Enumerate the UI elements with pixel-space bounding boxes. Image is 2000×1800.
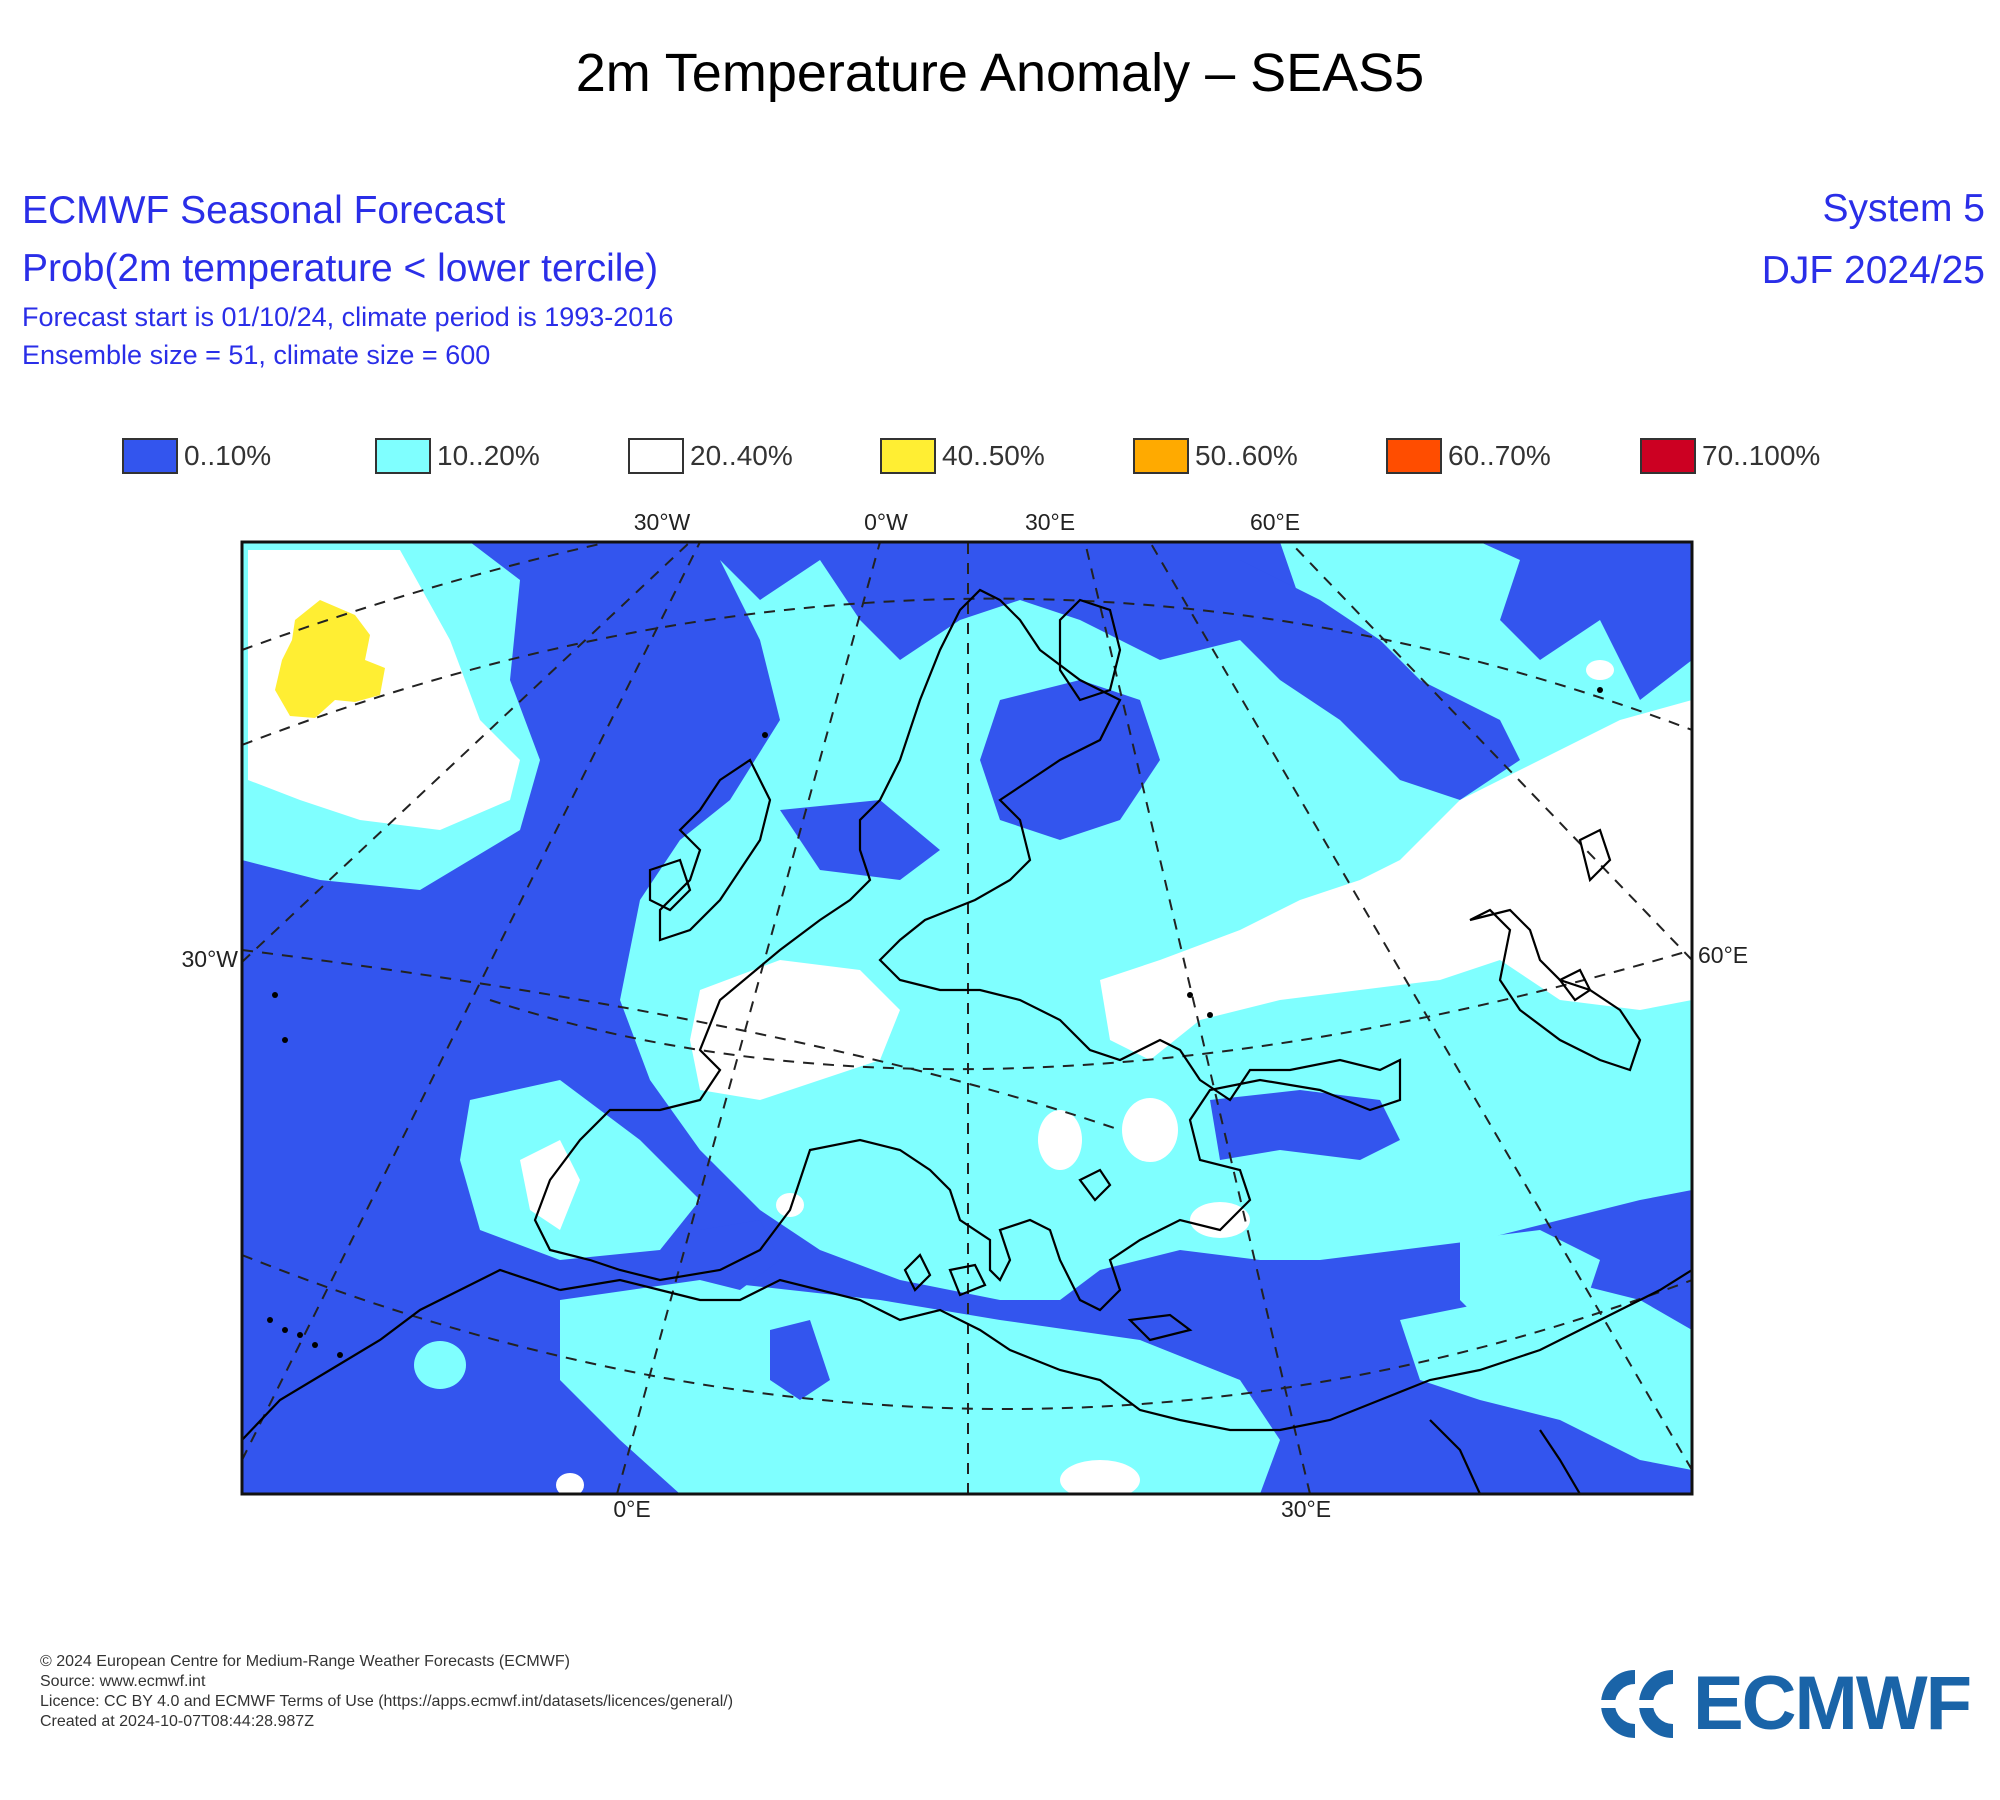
legend-label: 40..50% xyxy=(942,440,1045,471)
grid-label-top: 30°E xyxy=(1025,509,1075,535)
legend-swatch xyxy=(1386,438,1442,474)
legend-item: 40..50% xyxy=(880,434,1045,478)
grid-label-left: 30°W xyxy=(182,946,239,972)
legend-swatch xyxy=(122,438,178,474)
grid-label-top: 30°W xyxy=(634,509,691,535)
footer: © 2024 European Centre for Medium-Range … xyxy=(40,1652,733,1732)
legend-swatch xyxy=(880,438,936,474)
grid-label-top: 60°E xyxy=(1250,509,1300,535)
probability-field xyxy=(242,542,1692,1494)
legend-swatch xyxy=(628,438,684,474)
region-20-40 xyxy=(776,1193,804,1217)
region-0-10 xyxy=(1210,1090,1400,1160)
region-10-20 xyxy=(414,1341,466,1389)
legend-item: 60..70% xyxy=(1386,434,1551,478)
grid-label-bottom: 0°E xyxy=(613,1496,650,1522)
region-20-40 xyxy=(556,1473,584,1494)
legend-swatch xyxy=(375,438,431,474)
forecast-header: ECMWF Seasonal Forecast Prob(2m temperat… xyxy=(22,182,673,374)
region-0-10 xyxy=(700,1220,780,1290)
legend-label: 50..60% xyxy=(1195,440,1298,471)
region-10-20 xyxy=(460,1080,700,1260)
grid-label-bottom: 30°E xyxy=(1281,1496,1331,1522)
legend-item: 70..100% xyxy=(1640,434,1820,478)
region-20-40 xyxy=(1190,1202,1250,1238)
region-0-10 xyxy=(770,1320,830,1400)
ensemble-size: Ensemble size = 51, climate size = 600 xyxy=(22,340,491,370)
legend-label: 0..10% xyxy=(184,440,272,471)
graticule xyxy=(242,542,1692,1494)
region-20-40 xyxy=(1122,1098,1178,1162)
source-link[interactable]: Source: www.ecmwf.int xyxy=(40,1673,206,1690)
legend-item: 20..40% xyxy=(628,434,793,478)
forecast-start: Forecast start is 01/10/24, climate peri… xyxy=(22,302,674,332)
region-0-10 xyxy=(1240,560,1520,800)
licence-text: Licence: CC BY 4.0 and ECMWF Terms of Us… xyxy=(40,1693,734,1710)
region-20-40 xyxy=(520,1140,580,1230)
copyright-text: © 2024 European Centre for Medium-Range … xyxy=(40,1653,570,1670)
created-text: Created at 2024-10-07T08:44:28.987Z xyxy=(40,1713,314,1730)
region-10-20 xyxy=(560,1280,1280,1494)
season-label: DJF 2024/25 xyxy=(1761,249,1985,292)
grid-label-top: 0°W xyxy=(864,509,908,535)
region-20-40 xyxy=(1586,660,1614,680)
system-label: System 5 xyxy=(1822,187,1985,230)
region-20-40 xyxy=(1060,1460,1140,1494)
region-20-40 xyxy=(1038,1110,1082,1170)
region-10-20 xyxy=(1400,1280,1692,1470)
forecast-variable: Prob(2m temperature < lower tercile) xyxy=(22,247,659,290)
region-10-20 xyxy=(1460,1230,1600,1340)
coastlines xyxy=(242,588,1692,1494)
legend-label: 20..40% xyxy=(690,440,793,471)
main-title: 2m Temperature Anomaly – SEAS5 xyxy=(575,43,1425,103)
region-20-40 xyxy=(1100,700,1692,1060)
ecmwf-logo-text: ECMWF xyxy=(1692,1661,1972,1746)
legend: 0..10% 10..20% 20..40% 40..50% 50..60% 6… xyxy=(0,434,2000,478)
ecmwf-logo: ECMWF xyxy=(1585,1660,1972,1747)
legend-label: 70..100% xyxy=(1702,440,1821,471)
legend-label: 60..70% xyxy=(1448,440,1551,471)
legend-item: 50..60% xyxy=(1133,434,1298,478)
legend-label: 10..20% xyxy=(437,440,540,471)
map-frame xyxy=(240,540,1694,1496)
ecmwf-logo-icon xyxy=(1594,1669,1675,1738)
region-0-10 xyxy=(980,680,1160,840)
legend-item: 10..20% xyxy=(375,434,540,478)
legend-item: 0..10% xyxy=(122,434,271,478)
legend-swatch xyxy=(1640,438,1696,474)
system-header: System 5 DJF 2024/25 xyxy=(1762,178,1985,302)
islands xyxy=(267,687,1603,1358)
grid-label-right: 60°E xyxy=(1698,942,1748,968)
legend-swatch xyxy=(1133,438,1189,474)
forecast-name: ECMWF Seasonal Forecast xyxy=(22,189,506,232)
